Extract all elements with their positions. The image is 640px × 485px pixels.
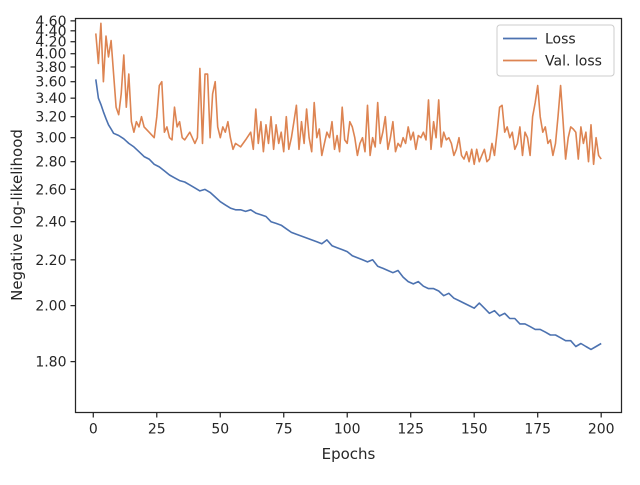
x-tick-label: 125 xyxy=(397,422,424,438)
x-tick-label: 50 xyxy=(211,422,229,438)
series-line-val-loss xyxy=(95,22,602,166)
y-tick-label: 4.60 xyxy=(35,14,66,30)
legend-label-loss: Loss xyxy=(545,32,576,48)
x-tick-label: 25 xyxy=(148,422,166,438)
y-tick-label: 3.80 xyxy=(35,60,66,76)
y-tick-label: 2.40 xyxy=(35,215,66,231)
y-tick-label: 4.00 xyxy=(35,47,66,63)
x-tick-label: 0 xyxy=(89,422,98,438)
y-tick-label: 2.60 xyxy=(35,182,66,198)
x-tick-label: 100 xyxy=(334,422,361,438)
x-tick-label: 75 xyxy=(275,422,293,438)
y-tick-label: 2.00 xyxy=(35,299,66,315)
x-tick-label: 200 xyxy=(588,422,615,438)
series-lines xyxy=(95,22,602,351)
y-tick-label: 3.60 xyxy=(35,75,66,91)
x-axis-label: Epochs xyxy=(322,445,376,463)
y-tick-label: 4.40 xyxy=(35,24,66,40)
legend-label-val-loss: Val. loss xyxy=(545,54,602,70)
x-tick-label: 150 xyxy=(461,422,488,438)
x-axis-ticks: 0 25 50 75 100 125 150 175 200 xyxy=(89,412,615,438)
y-axis-ticks: 1.80 2.00 2.20 2.40 2.60 2.80 3.00 3.20 3.403.60… xyxy=(35,14,76,371)
series-line-loss xyxy=(95,79,602,351)
y-tick-label: 3.40 xyxy=(35,91,66,107)
y-axis-label: Negative log-likelihood xyxy=(8,129,26,301)
y-tick-label: 3.00 xyxy=(35,131,66,147)
x-tick-label: 175 xyxy=(524,422,551,438)
y-tick-label: 2.20 xyxy=(35,253,66,269)
y-tick-label: 1.80 xyxy=(35,355,66,371)
y-tick-label: 4.20 xyxy=(35,35,66,51)
legend: Loss Val. loss xyxy=(496,24,615,77)
y-tick-label: 3.20 xyxy=(35,110,66,126)
plot-area-frame xyxy=(74,17,623,414)
y-tick-label: 2.80 xyxy=(35,155,66,171)
